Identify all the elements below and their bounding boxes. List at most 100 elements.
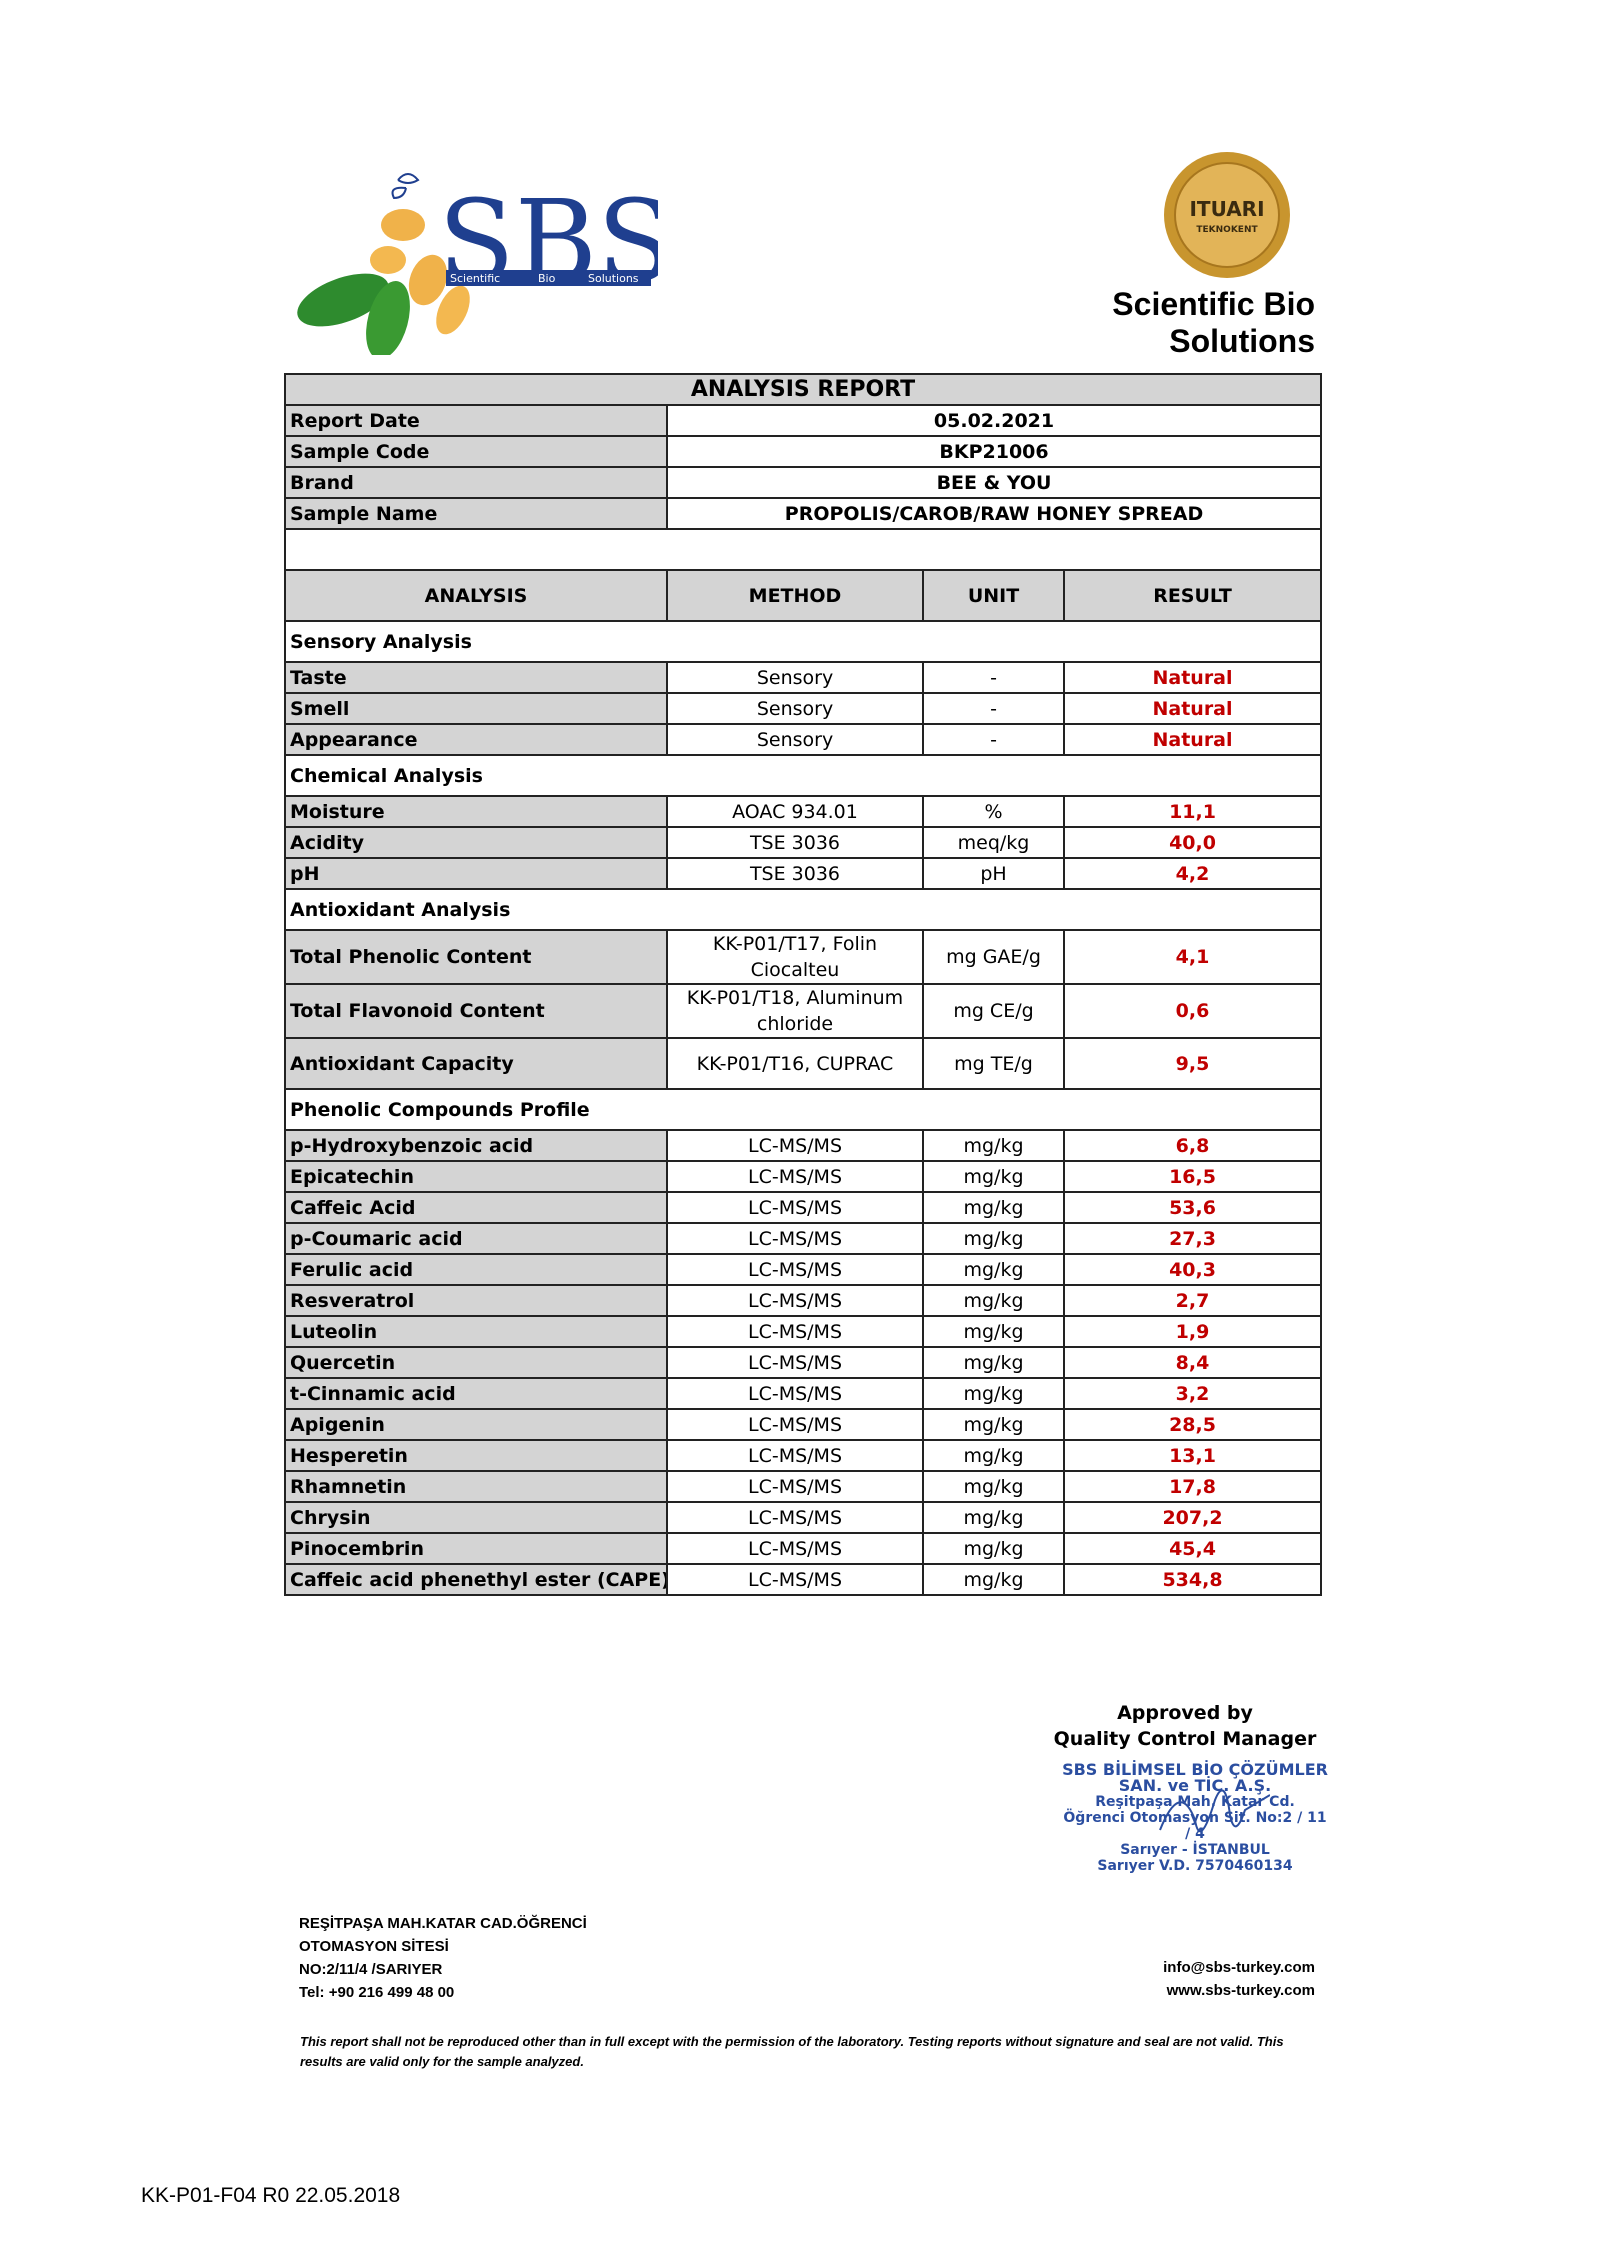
method: LC-MS/MS: [666, 1408, 924, 1441]
table-row: Rhamnetin LC-MS/MS mg/kg 17,8: [284, 1470, 1323, 1503]
unit: mg/kg: [922, 1470, 1065, 1503]
column-header: RESULT: [1062, 569, 1323, 622]
unit: mg/kg: [922, 1346, 1065, 1379]
column-header: UNIT: [922, 569, 1065, 622]
table-row: Total Phenolic Content KK-P01/T17, Folin …: [284, 929, 1323, 985]
result: 6,8: [1062, 1129, 1323, 1162]
method: LC-MS/MS: [666, 1315, 924, 1348]
method: LC-MS/MS: [666, 1222, 924, 1255]
method: LC-MS/MS: [666, 1284, 924, 1317]
report-title: ANALYSIS REPORT: [283, 373, 1323, 406]
table-row: pH TSE 3036 pH 4,2: [284, 857, 1323, 890]
svg-text:ITUARI: ITUARI: [1189, 197, 1264, 221]
logo-text: SBS: [438, 177, 658, 307]
analysis-name: Rhamnetin: [284, 1470, 668, 1503]
table-row: Acidity TSE 3036 meq/kg 40,0: [284, 826, 1323, 859]
result: 28,5: [1062, 1408, 1323, 1441]
method: LC-MS/MS: [666, 1532, 924, 1565]
table-row: Chrysin LC-MS/MS mg/kg 207,2: [284, 1501, 1323, 1534]
table-row: Taste Sensory - Natural: [284, 661, 1323, 694]
info-label: Brand: [284, 466, 668, 499]
analysis-name: Smell: [284, 692, 668, 725]
signature: [1159, 1789, 1270, 1833]
sbs-logo: SBS Scientific Bio Solutions: [297, 173, 658, 355]
table-row: Ferulic acid LC-MS/MS mg/kg 40,3: [284, 1253, 1323, 1286]
logo-tagline: Bio: [538, 272, 556, 285]
unit: mg/kg: [922, 1377, 1065, 1410]
column-header-row: ANALYSIS METHOD UNIT RESULT: [284, 569, 1323, 622]
unit: mg CE/g: [922, 983, 1065, 1039]
address: REŞİTPAŞA MAH.KATAR CAD.ÖĞRENCİ OTOMASYO…: [299, 1915, 587, 2001]
section-title: Sensory Analysis: [283, 620, 1323, 663]
analysis-name: Total Phenolic Content: [284, 929, 668, 985]
approval-block: Approved by Quality Control Manager: [1040, 1700, 1330, 1752]
result: 11,1: [1062, 795, 1323, 828]
method: Sensory: [666, 723, 924, 756]
method: KK-P01/T17, Folin Ciocalteu: [666, 929, 924, 985]
analysis-name: Moisture: [284, 795, 668, 828]
section-title: Chemical Analysis: [283, 754, 1323, 797]
column-header: METHOD: [666, 569, 924, 622]
info-label: Report Date: [284, 404, 668, 437]
analysis-name: Antioxidant Capacity: [284, 1037, 668, 1090]
unit: mg GAE/g: [922, 929, 1065, 985]
table-row: p-Coumaric acid LC-MS/MS mg/kg 27,3: [284, 1222, 1323, 1255]
info-label: Sample Name: [284, 497, 668, 530]
unit: mg/kg: [922, 1191, 1065, 1224]
info-value: BEE & YOU: [665, 466, 1323, 499]
table-row: Appearance Sensory - Natural: [284, 723, 1323, 756]
approver-title: Quality Control Manager: [1053, 1728, 1317, 1750]
table-row: Hesperetin LC-MS/MS mg/kg 13,1: [284, 1439, 1323, 1472]
analysis-name: p-Coumaric acid: [284, 1222, 668, 1255]
website-link[interactable]: www.sbs-turkey.com: [1166, 1982, 1315, 1999]
table-row: Apigenin LC-MS/MS mg/kg 28,5: [284, 1408, 1323, 1441]
form-code: KK-P01-F04 R0 22.05.2018: [141, 2184, 401, 2207]
table-row: Smell Sensory - Natural: [284, 692, 1323, 725]
method: AOAC 934.01: [666, 795, 924, 828]
result: 53,6: [1062, 1191, 1323, 1224]
unit: -: [922, 661, 1065, 694]
analysis-report-table: ANALYSIS REPORT Report Date 05.02.2021 Sam…: [283, 373, 1323, 1596]
company-name: Scientific Bio Solutions: [1112, 286, 1315, 359]
result: 3,2: [1062, 1377, 1323, 1410]
analysis-name: Resveratrol: [284, 1284, 668, 1317]
method: LC-MS/MS: [666, 1253, 924, 1286]
info-row: Report Date 05.02.2021: [284, 404, 1323, 437]
unit: %: [922, 795, 1065, 828]
approved-by: Approved by: [1117, 1702, 1253, 1724]
result: 27,3: [1062, 1222, 1323, 1255]
table-row: Pinocembrin LC-MS/MS mg/kg 45,4: [284, 1532, 1323, 1565]
result: 4,1: [1062, 929, 1323, 985]
method: LC-MS/MS: [666, 1346, 924, 1379]
table-row: Total Flavonoid Content KK-P01/T18, Alumi…: [284, 983, 1323, 1039]
result: Natural: [1062, 661, 1323, 694]
table-row: Caffeic acid phenethyl ester (CAPE) LC-MS…: [284, 1563, 1323, 1596]
table-row: Caffeic Acid LC-MS/MS mg/kg 53,6: [284, 1191, 1323, 1224]
analysis-name: Taste: [284, 661, 668, 694]
result: 45,4: [1062, 1532, 1323, 1565]
unit: mg/kg: [922, 1315, 1065, 1348]
email-link[interactable]: info@sbs-turkey.com: [1163, 1959, 1315, 1976]
disclaimer: This report shall not be reproduced othe…: [300, 2034, 1284, 2069]
method: Sensory: [666, 661, 924, 694]
unit: mg/kg: [922, 1222, 1065, 1255]
analysis-name: Quercetin: [284, 1346, 668, 1379]
method: KK-P01/T16, CUPRAC: [666, 1037, 924, 1090]
method: LC-MS/MS: [666, 1191, 924, 1224]
unit: -: [922, 723, 1065, 756]
info-row: Sample Name PROPOLIS/CAROB/RAW HONEY SPRE…: [284, 497, 1323, 530]
method: LC-MS/MS: [666, 1129, 924, 1162]
analysis-name: Epicatechin: [284, 1160, 668, 1193]
unit: mg/kg: [922, 1160, 1065, 1193]
section-row: Chemical Analysis: [283, 754, 1323, 797]
method: LC-MS/MS: [666, 1160, 924, 1193]
analysis-name: Hesperetin: [284, 1439, 668, 1472]
method: LC-MS/MS: [666, 1439, 924, 1472]
result: 4,2: [1062, 857, 1323, 890]
ituari-seal: ITUARI TEKNOKENT: [1164, 152, 1290, 278]
result: 2,7: [1062, 1284, 1323, 1317]
analysis-name: Ferulic acid: [284, 1253, 668, 1286]
table-row: t-Cinnamic acid LC-MS/MS mg/kg 3,2: [284, 1377, 1323, 1410]
unit: mg/kg: [922, 1408, 1065, 1441]
unit: meq/kg: [922, 826, 1065, 859]
